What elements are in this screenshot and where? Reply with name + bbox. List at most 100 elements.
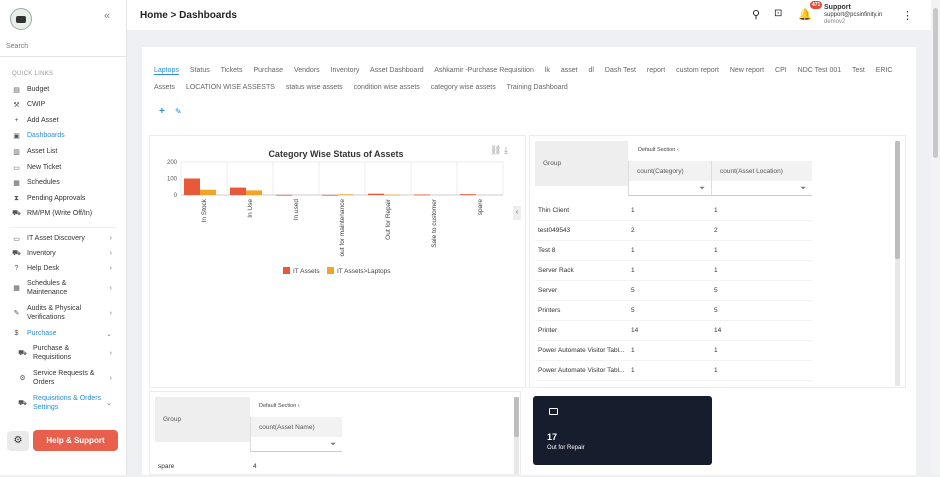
sidebar-item[interactable]: ⛟ RM/PM (Write Off/In): [0, 207, 126, 220]
dashboard-tab[interactable]: custom report: [676, 67, 719, 74]
dashboard-tab[interactable]: CPI: [775, 67, 787, 74]
collapse-panel-icon[interactable]: ‹: [513, 206, 521, 220]
bell-icon[interactable]: 🔔: [798, 9, 812, 21]
dashboard-tab[interactable]: asset: [560, 67, 578, 74]
filter-icon[interactable]: ⏷: [800, 185, 806, 192]
chevron-right-icon[interactable]: ›: [109, 235, 112, 242]
sidebar-group[interactable]: ✎ Audits & Physical Verifications ›: [0, 302, 126, 324]
dashboard-tab[interactable]: Vendors: [293, 67, 320, 74]
download-icon[interactable]: ⤓: [504, 146, 508, 156]
sidebar-item[interactable]: ▥ Asset List: [0, 145, 126, 158]
help-support-button[interactable]: Help & Support: [33, 430, 118, 451]
pivot-col-header[interactable]: count(Asset Name): [250, 417, 342, 437]
dashboard-tab[interactable]: condition wise assets: [353, 84, 420, 91]
x-tick-label: Out for Repair: [385, 198, 392, 240]
chevron-right-icon[interactable]: ›: [109, 349, 112, 357]
dashboard-tab[interactable]: NDC Test 001: [797, 67, 842, 74]
chevron-right-icon[interactable]: ›: [109, 250, 112, 257]
chevron-down-icon[interactable]: ⌄: [106, 399, 112, 407]
sidebar-item[interactable]: ⚒ CWIP: [0, 98, 126, 111]
dashboard-tab[interactable]: report: [646, 67, 666, 74]
sidebar-group[interactable]: ▦ Schedules & Maintenance ›: [0, 277, 126, 299]
pivot-section-label[interactable]: Default Section ‹: [259, 403, 300, 409]
dashboard-tab[interactable]: Training Dashboard: [506, 84, 568, 91]
kpi-card-out-for-repair[interactable]: 17 Out for Repair: [533, 396, 712, 465]
dashboard-tab[interactable]: dl: [588, 67, 594, 74]
pivot-col-header[interactable]: count(Category): [628, 161, 711, 181]
cart-icon: ⛟: [18, 399, 27, 407]
page-scrollbar[interactable]: [931, 0, 940, 475]
sidebar-search-input[interactable]: Search: [6, 43, 29, 50]
sidebar-item[interactable]: ▣ Dashboards: [0, 129, 126, 142]
sidebar-item[interactable]: ⧗ Pending Approvals: [0, 192, 126, 205]
sidebar-item[interactable]: ▭ New Ticket: [0, 161, 126, 174]
scan-icon[interactable]: ⊡: [774, 8, 783, 19]
edit-dashboard-icon[interactable]: ✎: [175, 107, 182, 116]
dashboard-tab[interactable]: Tickets: [220, 67, 243, 74]
zoom-icon[interactable]: ⚲: [752, 9, 761, 21]
dashboard-tab[interactable]: status wise assets: [285, 84, 343, 91]
dashboard-tab[interactable]: Ashkamir -Purchase Requisition: [434, 67, 534, 74]
pivot-col-header[interactable]: count(Asset Location): [711, 161, 812, 181]
sidebar-item[interactable]: ▦ Schedules: [0, 176, 126, 189]
filter-cell[interactable]: ⏷: [628, 181, 711, 196]
table-row[interactable]: Server Rack 1 1: [535, 261, 812, 281]
dashboard-tab[interactable]: Purchase: [253, 67, 284, 74]
sidebar-group[interactable]: ⚙ Service Requests & Orders ›: [0, 367, 126, 389]
dashboard-tab[interactable]: lk: [544, 67, 550, 74]
sidebar-group[interactable]: ? Help Desk ›: [0, 262, 126, 275]
table-row[interactable]: test049543 2 2: [535, 221, 812, 241]
table-row[interactable]: Test 8 1 1: [535, 241, 812, 261]
table-row[interactable]: Power Automate Visitor Tabl... 1 1: [535, 361, 812, 381]
filter-icon[interactable]: ⏷: [330, 441, 336, 448]
monitor-icon: ▭: [13, 235, 20, 243]
scrollbar-thumb[interactable]: [895, 141, 900, 259]
dashboard-tab[interactable]: Status: [189, 67, 210, 74]
dashboard-tab[interactable]: Asset Dashboard: [369, 67, 424, 74]
truck-icon: ⛟: [12, 210, 21, 217]
sidebar-group[interactable]: ⛟ Inventory ›: [0, 247, 126, 260]
pivot-group-header: Group: [155, 397, 250, 442]
sidebar-group[interactable]: ⛟ Purchase & Requisitions ›: [0, 342, 126, 364]
collapse-sidebar-icon[interactable]: «: [104, 10, 111, 22]
sidebar-item[interactable]: ▤ Budget: [0, 83, 126, 96]
table-scrollbar[interactable]: [514, 397, 519, 474]
filter-cell[interactable]: ⏷: [711, 181, 812, 196]
more-options-icon[interactable]: ⋮: [902, 10, 913, 22]
sidebar-group[interactable]: $ Purchase ⌄: [0, 327, 126, 340]
chevron-right-icon[interactable]: ›: [109, 309, 112, 317]
table-row[interactable]: Server 5 5: [535, 281, 812, 301]
dashboard-tab[interactable]: LOCATION WISE ASSESTS: [185, 84, 275, 91]
link-icon[interactable]: ⛓: [490, 145, 501, 156]
table-row[interactable]: Power Automate Visitor Tabl... 1 1: [535, 341, 812, 361]
filter-icon[interactable]: ⏷: [699, 185, 705, 192]
sidebar-group[interactable]: ▭ IT Asset Discovery ›: [0, 232, 126, 245]
dashboard-tab[interactable]: Assets: [154, 84, 176, 91]
chevron-right-icon[interactable]: ›: [109, 374, 112, 382]
user-menu[interactable]: Support support@pcsinfinity.in demov2: [824, 4, 882, 26]
table-row[interactable]: Printers 5 5: [535, 301, 812, 321]
table-row[interactable]: Printer 14 14: [535, 321, 812, 341]
scrollbar-thumb[interactable]: [514, 397, 519, 437]
dashboard-tab[interactable]: New report: [729, 67, 765, 74]
pivot-section-label[interactable]: Default Section ‹: [638, 147, 679, 153]
dashboard-tab[interactable]: ERIC: [875, 67, 893, 74]
table-scrollbar[interactable]: [895, 141, 900, 386]
gear-icon[interactable]: ⚙: [7, 431, 29, 451]
table-row[interactable]: spare 4: [155, 457, 342, 477]
sidebar-group[interactable]: ⛟ Requisitions & Orders Settings ⌄: [0, 392, 126, 414]
table-row[interactable]: Thin Client 1 1: [535, 201, 812, 221]
dashboard-tab[interactable]: Laptops: [154, 67, 179, 75]
dashboard-tab[interactable]: Inventory: [330, 67, 360, 74]
dashboard-tab[interactable]: category wise assets: [430, 84, 496, 91]
chevron-right-icon[interactable]: ›: [109, 265, 112, 272]
chevron-down-icon[interactable]: ⌄: [106, 330, 112, 338]
scrollbar-thumb[interactable]: [933, 8, 938, 158]
sidebar-item[interactable]: + Add Asset: [0, 114, 126, 127]
sidebar-item-label: CWIP: [27, 101, 46, 108]
filter-cell[interactable]: ⏷: [250, 437, 342, 452]
chevron-right-icon[interactable]: ›: [109, 284, 112, 292]
dashboard-tab[interactable]: Test: [851, 67, 865, 74]
dashboard-tab[interactable]: Dash Test: [604, 67, 636, 74]
add-dashboard-icon[interactable]: +: [159, 106, 165, 117]
